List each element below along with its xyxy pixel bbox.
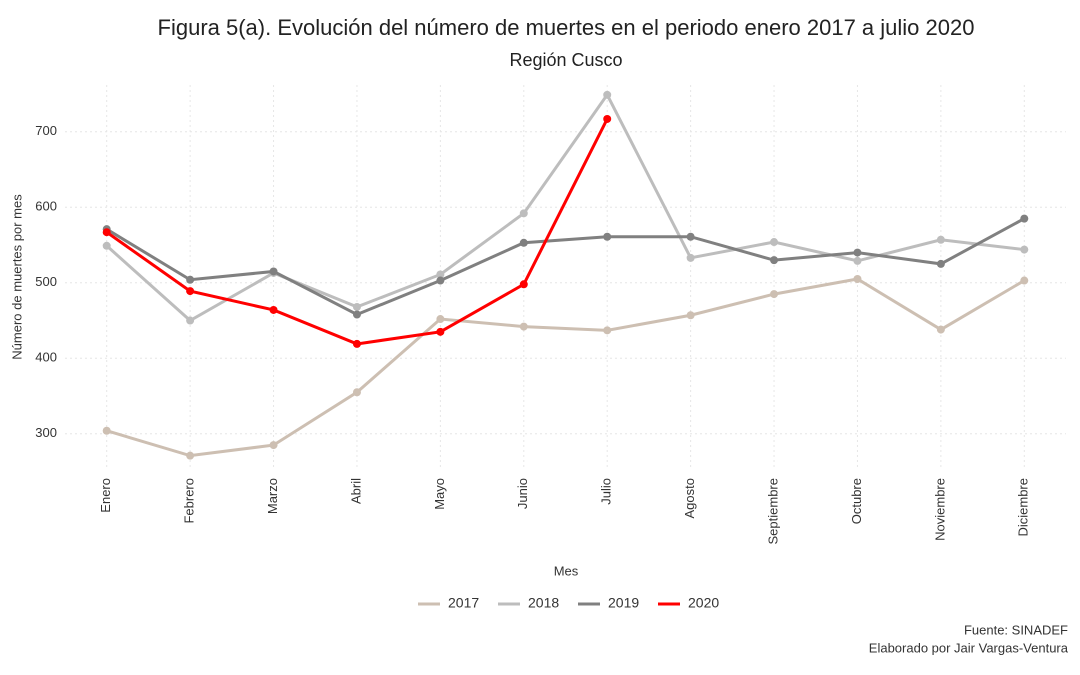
x-tick-label: Julio [599, 478, 614, 505]
data-point [102, 426, 111, 435]
x-tick-label: Diciembre [1016, 478, 1031, 537]
x-tick-label: Octubre [849, 478, 864, 524]
legend-label: 2019 [608, 595, 639, 611]
legend-label: 2020 [688, 595, 719, 611]
y-tick-label: 500 [35, 274, 57, 289]
data-point [352, 339, 361, 348]
data-point [186, 275, 195, 284]
data-point [436, 315, 445, 324]
data-point [686, 232, 695, 241]
x-tick-label: Noviembre [932, 478, 947, 541]
caption: Elaborado por Jair Vargas-Ventura [869, 640, 1069, 655]
x-tick-label: Junio [515, 478, 530, 509]
data-point [686, 253, 695, 262]
data-point [352, 388, 361, 397]
data-point [770, 256, 779, 265]
data-point [603, 90, 612, 99]
chart-title: Figura 5(a). Evolución del número de mue… [158, 15, 975, 40]
data-point [436, 270, 445, 279]
data-point [519, 238, 528, 247]
data-point [102, 228, 111, 237]
data-point [853, 275, 862, 284]
series-line [106, 277, 1026, 458]
legend-label: 2018 [528, 595, 559, 611]
series-line [105, 217, 1026, 317]
data-point [1020, 214, 1029, 223]
data-point [1020, 245, 1029, 254]
data-point [519, 209, 528, 218]
caption: Fuente: SINADEF [964, 622, 1068, 637]
y-tick-label: 400 [35, 350, 57, 365]
data-point [186, 316, 195, 325]
data-point [603, 232, 612, 241]
data-point [770, 290, 779, 299]
x-tick-label: Agosto [682, 478, 697, 518]
x-axis-label: Mes [554, 563, 579, 578]
data-point [519, 322, 528, 331]
data-point [269, 305, 278, 314]
y-tick-label: 600 [35, 199, 57, 214]
series-line [105, 91, 1025, 323]
data-point [936, 235, 945, 244]
data-point [853, 248, 862, 257]
data-point [186, 287, 195, 296]
data-point [186, 451, 195, 460]
y-axis-label: Número de muertes por mes [9, 194, 24, 360]
y-tick-label: 300 [35, 425, 57, 440]
data-point [936, 259, 945, 268]
data-point [352, 310, 361, 319]
x-tick-label: Septiembre [765, 478, 780, 544]
data-point [686, 311, 695, 320]
data-point [352, 302, 361, 311]
data-point [603, 114, 612, 123]
data-point [770, 238, 779, 247]
data-point [853, 256, 862, 265]
chart-subtitle: Región Cusco [509, 50, 622, 70]
data-point [603, 326, 612, 335]
data-point [519, 280, 528, 289]
data-point [269, 441, 278, 450]
data-point [269, 267, 278, 276]
data-point [436, 276, 445, 285]
y-tick-label: 700 [35, 123, 57, 138]
data-point [936, 325, 945, 334]
x-tick-label: Febrero [182, 478, 197, 524]
data-point [102, 241, 111, 250]
data-point [1020, 276, 1029, 285]
x-tick-label: Marzo [265, 478, 280, 514]
x-tick-label: Enero [98, 478, 113, 513]
x-tick-label: Mayo [432, 478, 447, 510]
legend-label: 2017 [448, 595, 479, 611]
data-point [436, 327, 445, 336]
x-tick-label: Abril [348, 478, 363, 504]
